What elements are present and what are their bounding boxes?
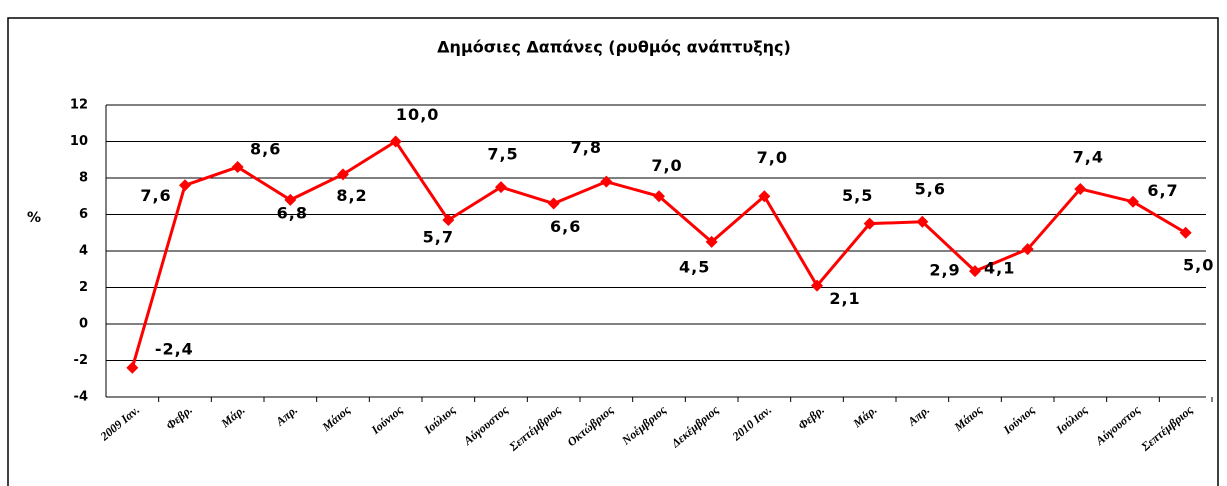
data-label: 2,9 xyxy=(929,261,960,280)
marker xyxy=(1179,226,1192,239)
data-label: 6,7 xyxy=(1147,181,1178,200)
data-label: 2,1 xyxy=(829,289,860,308)
data-label: 8,6 xyxy=(250,140,281,159)
marker xyxy=(337,168,349,181)
data-label: 7,8 xyxy=(571,138,602,157)
marker xyxy=(284,193,297,206)
marker xyxy=(126,361,139,374)
marker xyxy=(179,179,191,192)
data-label: 10,0 xyxy=(396,105,439,124)
y-tick-label: 10 xyxy=(70,134,88,149)
marker xyxy=(600,175,613,188)
marker xyxy=(705,235,718,248)
marker xyxy=(231,161,244,174)
marker xyxy=(1074,182,1087,195)
data-label: 4,1 xyxy=(984,259,1015,278)
data-label: 5,0 xyxy=(1183,255,1214,274)
y-tick-label: 2 xyxy=(79,280,88,295)
y-axis-label: % xyxy=(27,210,41,226)
data-label: 5,6 xyxy=(915,179,946,198)
marker xyxy=(389,135,402,148)
marker xyxy=(547,197,560,210)
y-tick-label: 8 xyxy=(79,171,88,186)
data-label: 4,5 xyxy=(679,257,710,276)
marker xyxy=(811,279,823,292)
marker xyxy=(442,213,455,226)
marker xyxy=(653,190,665,203)
data-label: 6,6 xyxy=(550,217,581,236)
chart-title: Δημόσιες Δαπάνες (ρυθμός ανάπτυξης) xyxy=(437,38,791,57)
data-label: 7,5 xyxy=(487,145,518,164)
data-label: 6,8 xyxy=(277,203,308,222)
y-tick-label: 6 xyxy=(79,207,88,222)
y-tick-label: 4 xyxy=(79,244,88,259)
marker xyxy=(1127,195,1139,208)
marker xyxy=(495,181,507,194)
marker xyxy=(863,217,876,230)
data-label: 5,7 xyxy=(423,227,454,246)
y-tick-label: 12 xyxy=(70,98,88,113)
marker xyxy=(916,215,929,228)
y-tick-label: -2 xyxy=(74,353,88,368)
marker xyxy=(969,265,981,278)
y-tick-label: 0 xyxy=(79,317,88,332)
data-label: 7,0 xyxy=(757,148,788,167)
marker xyxy=(758,190,771,203)
data-label: 7,0 xyxy=(651,156,682,175)
data-label: 7,4 xyxy=(1073,147,1104,166)
y-tick-label: -4 xyxy=(74,390,88,405)
marker xyxy=(1021,243,1034,256)
data-label: 5,5 xyxy=(842,186,873,205)
data-label: 8,2 xyxy=(336,186,367,205)
chart-border xyxy=(7,17,1219,486)
data-label: 7,6 xyxy=(140,186,171,205)
data-label: -2,4 xyxy=(155,339,194,358)
